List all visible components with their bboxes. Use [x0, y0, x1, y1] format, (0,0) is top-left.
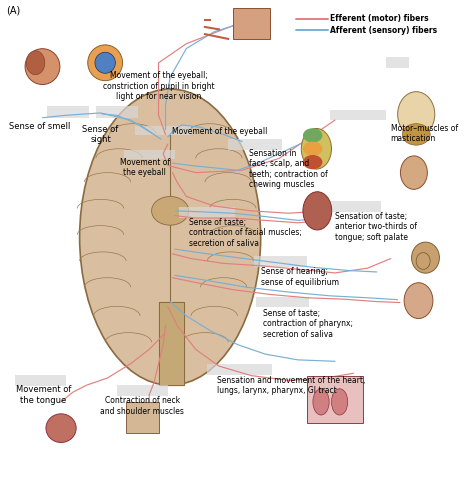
Ellipse shape [303, 142, 322, 156]
FancyBboxPatch shape [207, 364, 272, 375]
FancyBboxPatch shape [233, 8, 270, 39]
FancyBboxPatch shape [326, 201, 382, 212]
Text: Sensation in
face, scalp, and
teeth; contraction of
chewing muscles: Sensation in face, scalp, and teeth; con… [249, 149, 328, 189]
Ellipse shape [404, 283, 433, 319]
Ellipse shape [411, 242, 439, 273]
FancyBboxPatch shape [96, 106, 137, 118]
FancyBboxPatch shape [47, 106, 89, 118]
Text: Sensation and movement of the heart,
lungs, larynx, pharynx, GI tract: Sensation and movement of the heart, lun… [217, 376, 365, 395]
Text: Contraction of neck
and shoulder muscles: Contraction of neck and shoulder muscles [100, 396, 184, 416]
FancyBboxPatch shape [117, 385, 168, 396]
Ellipse shape [402, 124, 430, 145]
Text: Motor–muscles of
mastication: Motor–muscles of mastication [391, 124, 458, 143]
FancyBboxPatch shape [15, 375, 66, 386]
Ellipse shape [88, 45, 123, 80]
FancyBboxPatch shape [228, 139, 282, 150]
FancyBboxPatch shape [254, 256, 307, 267]
Ellipse shape [401, 156, 428, 189]
Ellipse shape [301, 128, 331, 169]
Ellipse shape [80, 89, 261, 385]
Ellipse shape [398, 91, 435, 137]
Text: Sense of taste;
contraction of pharynx;
secretion of saliva: Sense of taste; contraction of pharynx; … [263, 309, 353, 339]
FancyBboxPatch shape [180, 207, 235, 217]
Circle shape [95, 52, 115, 73]
FancyBboxPatch shape [307, 376, 363, 423]
FancyBboxPatch shape [256, 297, 310, 308]
Ellipse shape [303, 155, 322, 169]
Text: Afferent (sensory) fibers: Afferent (sensory) fibers [330, 26, 438, 35]
Polygon shape [158, 302, 184, 385]
FancyBboxPatch shape [386, 57, 409, 68]
FancyBboxPatch shape [124, 150, 175, 159]
Text: Movement of
the eyeball: Movement of the eyeball [119, 158, 170, 177]
Text: (A): (A) [6, 5, 20, 15]
FancyBboxPatch shape [136, 126, 191, 136]
Text: Movement of
the tongue: Movement of the tongue [16, 385, 71, 405]
Text: Sense of taste;
contraction of facial muscles;
secretion of saliva: Sense of taste; contraction of facial mu… [189, 218, 301, 248]
Ellipse shape [303, 128, 322, 143]
Ellipse shape [331, 389, 348, 415]
Ellipse shape [303, 192, 332, 230]
Text: Sense of smell: Sense of smell [9, 123, 71, 131]
Text: Sense of hearing;
sense of equilibrium: Sense of hearing; sense of equilibrium [261, 267, 339, 286]
Text: Movement of the eyeball;
constriction of pupil in bright
light or for near visio: Movement of the eyeball; constriction of… [103, 71, 214, 101]
Ellipse shape [26, 51, 45, 75]
Ellipse shape [152, 196, 189, 225]
FancyBboxPatch shape [126, 402, 158, 433]
Ellipse shape [46, 414, 76, 443]
Text: Sensation of taste;
anterior two-thirds of
tongue; soft palate: Sensation of taste; anterior two-thirds … [335, 212, 417, 241]
FancyBboxPatch shape [330, 110, 386, 120]
Text: Efferent (motor) fibers: Efferent (motor) fibers [330, 14, 429, 23]
Ellipse shape [25, 49, 60, 84]
Text: Movement of the eyeball: Movement of the eyeball [173, 127, 268, 136]
Text: Sense of
sight: Sense of sight [82, 125, 118, 144]
Ellipse shape [313, 389, 329, 415]
